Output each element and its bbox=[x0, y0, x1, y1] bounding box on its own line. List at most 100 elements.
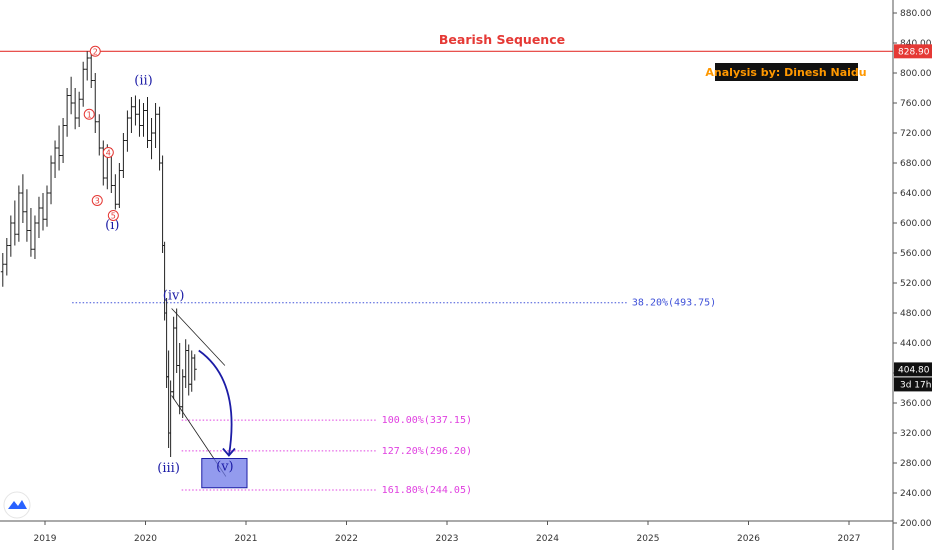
candle bbox=[24, 189, 29, 242]
time-axis[interactable]: 2019 2020 2021 2022 2023 2024 2025 2026 2027 bbox=[0, 520, 893, 544]
price-tick-label: 480.00 bbox=[900, 309, 932, 319]
candle bbox=[177, 343, 182, 415]
candle bbox=[192, 354, 197, 381]
candle bbox=[77, 91, 82, 127]
sub-wave-number: 1 bbox=[87, 110, 92, 119]
chart-title: Bearish Sequence bbox=[439, 32, 565, 47]
candle bbox=[69, 76, 74, 115]
candle bbox=[57, 125, 62, 171]
candle bbox=[81, 61, 86, 107]
candle bbox=[45, 185, 50, 227]
resistance-price-tag-text: 828.90 bbox=[898, 47, 930, 57]
candle bbox=[153, 103, 158, 148]
candle bbox=[145, 97, 150, 148]
candle bbox=[73, 88, 78, 130]
fib-level-label: 100.00%(337.15) bbox=[382, 415, 472, 426]
candle bbox=[32, 215, 37, 259]
resistance-price-tag bbox=[894, 44, 932, 59]
candle bbox=[28, 208, 33, 257]
price-tick-label: 200.00 bbox=[900, 519, 932, 529]
wave-label: (iv) bbox=[163, 289, 185, 304]
time-tick-label: 2020 bbox=[134, 534, 157, 544]
price-tick-label: 560.00 bbox=[900, 249, 932, 259]
time-tick-label: 2021 bbox=[235, 534, 258, 544]
sub-wave-circle bbox=[89, 45, 101, 57]
price-tick-label: 320.00 bbox=[900, 429, 932, 439]
candle bbox=[160, 155, 165, 253]
candle bbox=[189, 350, 194, 392]
candle bbox=[97, 114, 102, 156]
tradingview-logo[interactable] bbox=[3, 491, 31, 519]
price-tick-label: 800.00 bbox=[900, 69, 932, 79]
time-tick-label: 2023 bbox=[436, 534, 459, 544]
candle bbox=[36, 196, 41, 238]
last-price-tag bbox=[894, 362, 932, 377]
price-tick-label: 760.00 bbox=[900, 99, 932, 109]
author-label: Analysis by: Dinesh Naidu bbox=[705, 66, 866, 79]
candle bbox=[133, 95, 138, 126]
target-zone-box bbox=[201, 458, 248, 489]
candle bbox=[101, 140, 106, 186]
sub-wave-label: 2 bbox=[89, 45, 101, 57]
candle bbox=[12, 200, 17, 246]
time-tick-label: 2025 bbox=[637, 534, 660, 544]
price-tick-label: 360.00 bbox=[900, 399, 932, 409]
fib-level-label: 38.20%(493.75) bbox=[632, 298, 716, 309]
candle bbox=[183, 339, 188, 388]
wave-label: (v) bbox=[216, 460, 234, 475]
price-axis[interactable]: 880.00 840.00 800.00 760.00 720.00 680.00 640.… bbox=[892, 0, 932, 550]
candle bbox=[125, 110, 130, 152]
candle bbox=[65, 88, 70, 137]
candle bbox=[4, 238, 9, 276]
candle bbox=[40, 193, 45, 231]
candle bbox=[0, 253, 5, 287]
bar-countdown-tag bbox=[894, 377, 932, 392]
candlestick-series bbox=[0, 51, 197, 457]
logo-mark-icon bbox=[8, 500, 27, 509]
last-price-tag-text: 404.80 bbox=[898, 365, 930, 375]
candle bbox=[171, 316, 176, 400]
price-tick-label: 240.00 bbox=[900, 489, 932, 499]
sub-wave-circle bbox=[107, 210, 119, 221]
candle bbox=[20, 174, 25, 223]
sub-wave-label: 3 bbox=[91, 195, 103, 206]
time-tick-label: 2024 bbox=[536, 534, 559, 544]
time-tick-label: 2026 bbox=[737, 534, 760, 544]
candle bbox=[164, 298, 169, 388]
price-tick-label: 840.00 bbox=[900, 39, 932, 49]
time-tick-label: 2019 bbox=[34, 534, 57, 544]
price-tick-label: 280.00 bbox=[900, 459, 932, 469]
candle bbox=[162, 241, 167, 321]
candle bbox=[129, 97, 134, 133]
candle bbox=[121, 133, 126, 178]
sub-wave-label: 5 bbox=[107, 210, 119, 221]
candle bbox=[85, 51, 90, 81]
candle bbox=[61, 118, 66, 163]
candle bbox=[8, 215, 13, 257]
price-tick-label: 720.00 bbox=[900, 129, 932, 139]
wave-label: (i) bbox=[105, 218, 119, 233]
sub-wave-number: 5 bbox=[111, 212, 116, 221]
bar-countdown-tag-text: 3d 17h bbox=[900, 380, 931, 390]
time-tick-label: 2027 bbox=[838, 534, 861, 544]
candle bbox=[93, 73, 98, 133]
annotation-lines bbox=[0, 50, 893, 491]
candle bbox=[53, 140, 58, 178]
fib-level-label: 161.80%(244.05) bbox=[382, 485, 472, 496]
candle bbox=[49, 155, 54, 205]
sub-wave-circle bbox=[83, 108, 95, 120]
sub-wave-number: 4 bbox=[106, 149, 111, 158]
sub-wave-number: 3 bbox=[95, 197, 100, 206]
projection-arrow-head-icon bbox=[222, 447, 236, 457]
wedge-upper-line bbox=[171, 308, 226, 366]
projection-arrow bbox=[198, 349, 233, 456]
price-tick-label: 600.00 bbox=[900, 219, 932, 229]
annotation-labels: 38.20%(493.75) 100.00%(337.15) 127.20%(296… bbox=[83, 45, 716, 496]
author-label-box bbox=[715, 63, 858, 81]
fib-level-label: 127.20%(296.20) bbox=[382, 446, 472, 457]
wave-label: (iii) bbox=[157, 461, 180, 476]
candle bbox=[117, 163, 122, 208]
price-tick-label: 880.00 bbox=[900, 9, 932, 19]
price-tick-label: 440.00 bbox=[900, 339, 932, 349]
